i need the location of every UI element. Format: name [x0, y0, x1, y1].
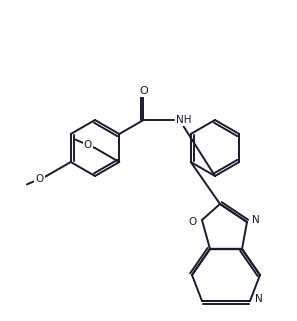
Text: O: O	[35, 174, 43, 184]
Text: NH: NH	[176, 115, 192, 125]
Text: N: N	[255, 294, 263, 304]
Text: O: O	[84, 140, 92, 150]
Text: O: O	[139, 86, 148, 96]
Text: N: N	[252, 215, 260, 225]
Text: O: O	[189, 217, 197, 227]
